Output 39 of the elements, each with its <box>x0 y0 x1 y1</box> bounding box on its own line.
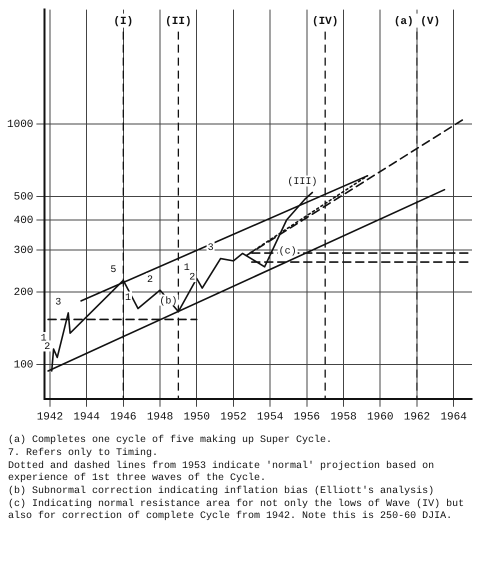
annotation: 1 <box>40 334 47 345</box>
annotation: (III) <box>287 176 318 188</box>
annotation: (c) <box>278 246 297 258</box>
annotation: 3 <box>208 243 214 254</box>
text: Dotted and dashed lines from 1953 indicate 'normal' projection based on experience of 1st three waves of the Cycle. <box>8 461 436 485</box>
annotation: 1 <box>184 263 190 274</box>
text: 7. Refers only to Timing. <box>8 448 160 460</box>
y-tick-label: 100 <box>14 359 34 372</box>
x-tick-label: 1942 <box>36 411 64 424</box>
x-tick-label: 1964 <box>440 411 468 424</box>
annotation: 2 <box>189 272 196 284</box>
text: (c) Indicating normal resistance area for not only the lows of Wave (IV) but also for correction of complete Cycle from 1942. Note this is 250-60 DJIA. <box>8 499 466 523</box>
y-tick-label: 400 <box>14 214 34 227</box>
annotation: 2 <box>147 274 154 286</box>
x-tick-label: 1946 <box>110 411 137 424</box>
annotation: 3 <box>55 298 62 309</box>
ref-line-label: (IV) <box>312 16 338 28</box>
annotation: 1 <box>124 293 132 304</box>
x-tick-label: 1948 <box>146 411 174 424</box>
ref-line-label: (I) <box>113 16 134 28</box>
x-tick-label: 1952 <box>220 411 247 424</box>
x-tick-label: 1954 <box>256 411 284 424</box>
x-tick-label: 1960 <box>367 411 394 424</box>
text: (a) Completes one cycle of five making up Super Cycle. <box>8 435 334 447</box>
y-tick-label: 300 <box>14 244 34 257</box>
x-tick-label: 1944 <box>73 411 100 424</box>
annotation: 5 <box>110 265 116 276</box>
y-tick-label: 1000 <box>7 119 34 132</box>
ref-line-label: (a) (V) <box>394 16 440 28</box>
x-tick-label: 1950 <box>184 411 210 424</box>
x-tick-label: 1956 <box>294 411 320 424</box>
y-tick-label: 500 <box>14 191 34 204</box>
annotation: (b) <box>159 295 178 308</box>
y-tick-label: 200 <box>14 287 34 300</box>
x-tick-label: 1962 <box>404 411 430 424</box>
x-tick-label: 1958 <box>330 411 357 424</box>
text: (b) Subnormal correction indicating inflation bias (Elliott's analysis) <box>8 486 436 498</box>
ref-line-label: (II) <box>165 16 192 28</box>
annotation: 2 <box>44 342 50 354</box>
